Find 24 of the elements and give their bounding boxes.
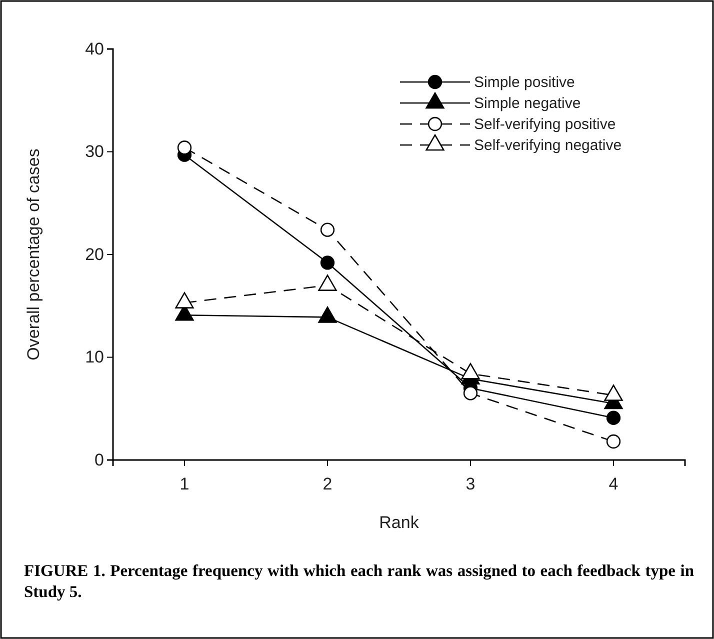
x-tick-label: 3 (466, 474, 476, 494)
legend-label: Self-verifying negative (474, 137, 622, 154)
point (604, 384, 623, 401)
point (461, 363, 480, 380)
y-tick-label: 30 (85, 142, 104, 162)
point (318, 274, 337, 291)
y-tick-label: 10 (85, 348, 104, 367)
caption: FIGURE 1. Percentage frequency with which each rank was assigned to each feedback type in Study 5. (24, 560, 694, 602)
x-tick-label: 1 (180, 474, 190, 494)
point (320, 256, 335, 270)
point (320, 222, 335, 237)
legend-label: Simple negative (474, 95, 581, 112)
legend-label: Self-verifying positive (474, 116, 616, 133)
y-tick-label: 0 (94, 450, 104, 470)
x-tick-label: 4 (608, 474, 618, 494)
y-axis-title: Overall percentage of cases (24, 148, 43, 360)
legend-label: Simple positive (474, 74, 575, 91)
y-tick-label: 40 (85, 39, 104, 58)
x-axis-title: Rank (379, 513, 420, 532)
point (175, 292, 194, 308)
point (177, 140, 192, 155)
x-tick-label: 2 (322, 474, 332, 494)
y-tick-label: 20 (85, 244, 104, 264)
point (318, 306, 337, 323)
